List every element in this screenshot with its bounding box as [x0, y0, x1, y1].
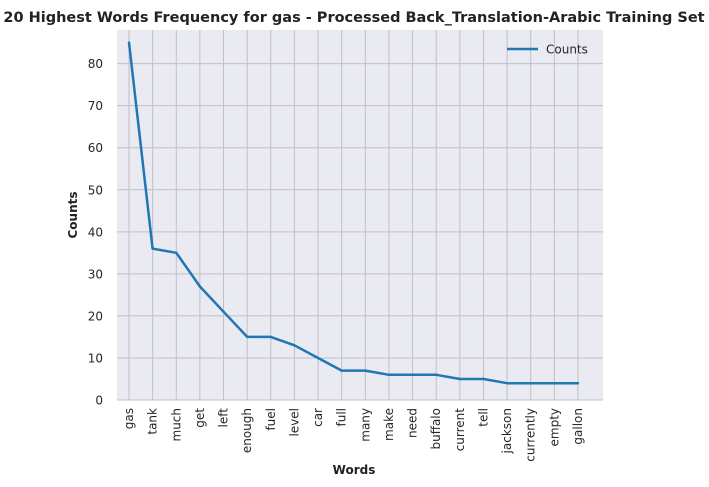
data-point — [364, 369, 367, 372]
x-tick-label: current — [453, 408, 467, 452]
data-point — [553, 381, 556, 385]
data-point — [482, 377, 485, 381]
x-tick-label: left — [217, 408, 231, 428]
y-tick-label: 40 — [88, 225, 103, 239]
x-tick-label: gallon — [571, 408, 585, 445]
x-tick-label: tank — [146, 408, 160, 435]
x-tick-label: level — [287, 408, 301, 437]
y-tick-label: 0 — [95, 394, 103, 408]
y-tick-label: 70 — [88, 99, 103, 113]
x-tick-label: much — [169, 408, 183, 442]
x-tick-label: full — [335, 408, 349, 427]
data-point — [458, 377, 462, 381]
series-line — [127, 42, 578, 385]
y-axis-label: Counts — [66, 191, 80, 238]
x-tick-label: gas — [122, 408, 136, 429]
data-point — [127, 41, 131, 44]
y-tick-label: 80 — [88, 57, 103, 71]
data-point — [198, 285, 202, 288]
legend-label: Counts — [546, 43, 588, 57]
x-tick-label: get — [193, 408, 207, 428]
x-tick-label: jackson — [500, 408, 514, 454]
y-tick-label: 60 — [88, 141, 103, 155]
data-point — [222, 310, 225, 313]
y-tick-label: 50 — [88, 183, 103, 197]
x-tick-label: fuel — [264, 408, 278, 431]
data-point — [529, 381, 532, 385]
data-point — [293, 344, 296, 347]
legend: Counts — [507, 43, 588, 57]
x-tick-label: car — [311, 408, 325, 427]
data-point — [387, 373, 391, 376]
data-point — [151, 247, 154, 250]
data-point — [411, 373, 414, 376]
x-tick-label: make — [382, 408, 396, 441]
chart-title: 20 Highest Words Frequency for gas - Pro… — [3, 10, 704, 26]
y-tick-labels: 0 10 20 30 40 50 60 70 80 — [88, 57, 103, 407]
y-tick-label: 10 — [88, 351, 103, 365]
plot-background — [117, 30, 603, 400]
x-axis-label: Words — [333, 463, 376, 477]
series-layer — [127, 41, 580, 385]
data-point — [576, 381, 580, 385]
y-tick-label: 20 — [88, 309, 103, 323]
x-tick-label: currently — [524, 408, 538, 462]
grid — [117, 30, 603, 401]
data-point — [505, 381, 509, 385]
data-point — [175, 251, 178, 255]
x-tick-label: many — [358, 408, 372, 442]
data-point — [269, 335, 272, 339]
data-point — [340, 369, 343, 372]
data-point — [316, 356, 320, 360]
y-tick-label: 30 — [88, 267, 103, 281]
x-tick-label: empty — [547, 408, 561, 447]
x-tick-label: need — [406, 408, 420, 438]
data-point — [435, 373, 438, 376]
x-tick-label: enough — [240, 408, 254, 453]
x-tick-label: buffalo — [429, 408, 443, 450]
data-point — [245, 335, 249, 339]
x-tick-label: tell — [476, 408, 490, 427]
x-tick-labels: gas tank much get left enough fuel level car full… — [122, 408, 585, 462]
